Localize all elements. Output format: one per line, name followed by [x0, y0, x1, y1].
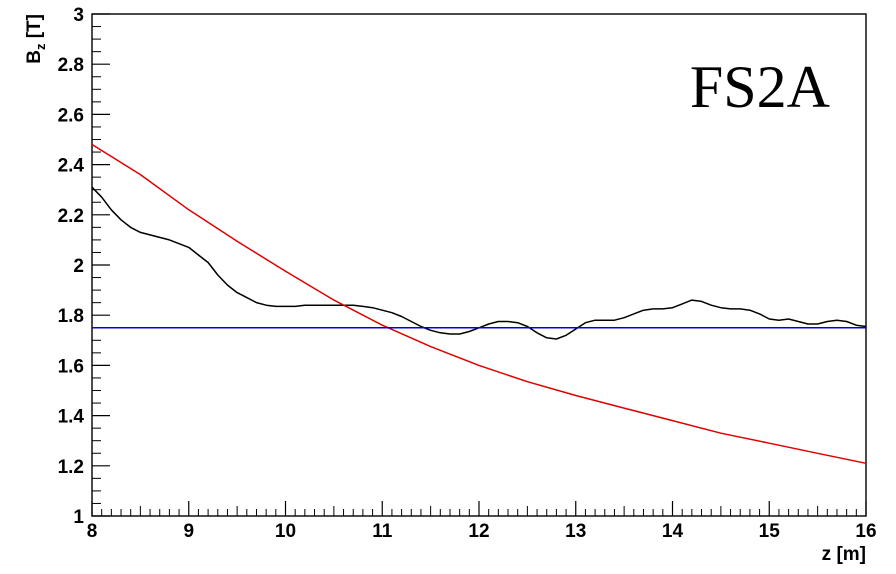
y-axis-title-subscript: z	[33, 43, 48, 50]
y-axis-title-unit: [T]	[24, 14, 45, 44]
y-tick-label: 1.2	[58, 457, 84, 478]
y-axis-title: Bz [T]	[24, 14, 48, 64]
red-field-line	[91, 143, 867, 465]
x-tick-label: 9	[183, 521, 194, 542]
x-tick-label: 15	[759, 521, 781, 542]
x-tick-label: 8	[87, 521, 98, 542]
y-tick-label: 2.2	[58, 206, 84, 227]
y-tick-label: 3	[73, 5, 84, 26]
x-axis-title: z [m]	[822, 544, 866, 565]
y-tick-label: 2.8	[58, 55, 84, 76]
y-tick-label: 2.4	[58, 156, 85, 177]
x-tick-label: 14	[662, 521, 684, 542]
y-tick-label: 2	[73, 256, 84, 277]
y-tick-label: 1	[73, 507, 84, 528]
black-field-line	[91, 186, 867, 340]
y-axis-title-main: B	[24, 50, 45, 64]
y-tick-label: 1.4	[58, 407, 85, 428]
y-tick-labels: 1 1.2 1.4 1.6 1.8 2 2.2 2.4 2.6 2.8 3	[58, 5, 85, 528]
fs2a-annotation: FS2A	[690, 54, 830, 120]
series-group	[91, 143, 867, 465]
y-tick-label: 1.6	[58, 356, 84, 377]
x-tick-label: 10	[275, 521, 296, 542]
x-tick-label: 12	[468, 521, 489, 542]
x-tick-label: 11	[372, 521, 393, 542]
axis-ticks	[91, 13, 867, 517]
y-tick-label: 2.6	[58, 105, 84, 126]
x-tick-label: 16	[855, 521, 876, 542]
y-tick-label: 1.8	[58, 306, 84, 327]
x-tick-labels: 8 9 10 11 12 13 14 15 16	[87, 521, 877, 542]
x-tick-label: 13	[565, 521, 586, 542]
